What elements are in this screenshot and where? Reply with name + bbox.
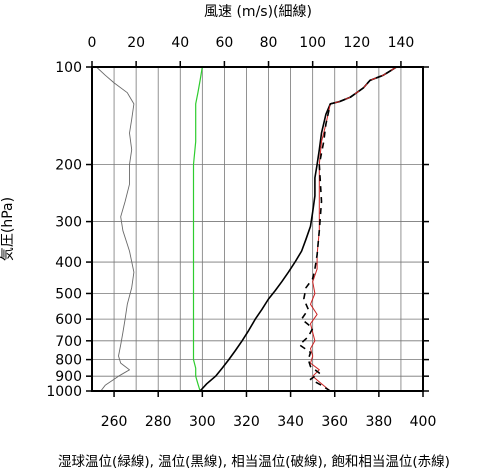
x-top-tick-label: 80 xyxy=(260,35,278,51)
x-axis-label: 湿球温位(緑線), 温位(黒線), 相当温位(破線), 飽和相当温位(赤線) xyxy=(58,454,450,470)
y-tick-label: 400 xyxy=(55,255,82,271)
y-axis-label: 気圧(hPa) xyxy=(0,197,16,261)
y-tick-label: 500 xyxy=(55,286,82,302)
x-top-tick-label: 40 xyxy=(171,35,189,51)
x-top-tick-label: 20 xyxy=(127,35,145,51)
series-layer xyxy=(96,66,397,392)
x-top-tick-label: 140 xyxy=(388,35,415,51)
y-tick-label: 200 xyxy=(55,158,82,174)
y-tick-label: 700 xyxy=(55,334,82,350)
series-line-equiv-potential-temp xyxy=(298,66,397,392)
x-bottom-tick-label: 260 xyxy=(101,414,128,430)
y-tick-label: 100 xyxy=(55,60,82,76)
x-top-tick-label: 60 xyxy=(215,35,233,51)
x-bottom-tick-label: 360 xyxy=(321,414,348,430)
y-tick-label: 900 xyxy=(55,369,82,385)
top-axis-title: 風速 (m/s)(細線) xyxy=(204,4,312,20)
x-top-tick-label: 100 xyxy=(299,35,326,51)
y-tick-label: 800 xyxy=(55,353,82,369)
x-top-tick-label: 120 xyxy=(343,35,370,51)
x-top-tick-label: 0 xyxy=(88,35,97,51)
series-line-sat-equiv-potential-temp xyxy=(310,66,397,392)
y-tick-label: 600 xyxy=(55,312,82,328)
x-bottom-tick-label: 340 xyxy=(277,414,304,430)
x-bottom-tick-label: 400 xyxy=(410,414,437,430)
x-bottom-tick-label: 380 xyxy=(365,414,392,430)
series-line-wind xyxy=(96,66,135,392)
x-bottom-tick-label: 300 xyxy=(189,414,216,430)
y-tick-label: 1000 xyxy=(46,384,82,400)
x-bottom-tick-label: 280 xyxy=(145,414,172,430)
series-line-wet-bulb xyxy=(192,66,203,392)
y-tick-label: 300 xyxy=(55,215,82,231)
series-line-potential-temp xyxy=(199,66,397,392)
plot-frame xyxy=(91,66,424,392)
grid xyxy=(92,67,423,391)
x-bottom-tick-label: 320 xyxy=(233,414,260,430)
